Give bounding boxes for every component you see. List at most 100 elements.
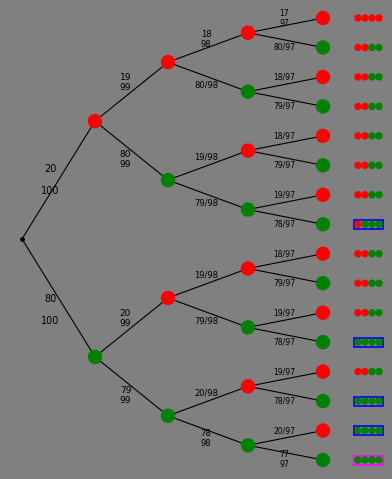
Circle shape <box>355 45 361 50</box>
Circle shape <box>355 251 361 257</box>
Text: 78/97: 78/97 <box>274 396 296 405</box>
Circle shape <box>362 15 368 21</box>
Circle shape <box>316 424 330 437</box>
Circle shape <box>376 398 382 404</box>
Circle shape <box>316 100 330 113</box>
Circle shape <box>355 74 361 80</box>
Circle shape <box>241 144 254 157</box>
Circle shape <box>316 306 330 319</box>
Circle shape <box>162 56 174 68</box>
Circle shape <box>369 103 375 109</box>
Text: 18
98: 18 98 <box>201 30 211 49</box>
Text: 18/97: 18/97 <box>274 250 296 259</box>
Circle shape <box>162 409 174 422</box>
Circle shape <box>369 133 375 139</box>
Circle shape <box>355 103 361 109</box>
Circle shape <box>162 291 174 305</box>
Circle shape <box>316 41 330 54</box>
Circle shape <box>362 45 368 50</box>
Circle shape <box>369 280 375 286</box>
Circle shape <box>355 457 361 463</box>
Circle shape <box>376 309 382 316</box>
Text: 19
99: 19 99 <box>120 73 131 92</box>
Circle shape <box>362 309 368 316</box>
Circle shape <box>376 192 382 198</box>
Bar <box>354 220 383 229</box>
Circle shape <box>369 45 375 50</box>
Circle shape <box>316 129 330 142</box>
Circle shape <box>362 339 368 345</box>
Circle shape <box>369 369 375 375</box>
Text: 18/97: 18/97 <box>274 73 296 82</box>
Circle shape <box>369 398 375 404</box>
Circle shape <box>362 251 368 257</box>
Circle shape <box>316 70 330 83</box>
Circle shape <box>316 395 330 408</box>
Circle shape <box>362 192 368 198</box>
Text: 80/98: 80/98 <box>194 80 218 90</box>
Bar <box>354 397 383 406</box>
Circle shape <box>316 454 330 467</box>
Text: 79/97: 79/97 <box>274 160 296 170</box>
Circle shape <box>369 251 375 257</box>
Text: 77
97: 77 97 <box>279 450 289 469</box>
Text: 80/97: 80/97 <box>274 43 296 52</box>
Text: 20: 20 <box>44 164 57 174</box>
Text: 100: 100 <box>41 304 60 326</box>
Bar <box>354 426 383 435</box>
Circle shape <box>376 103 382 109</box>
Circle shape <box>362 221 368 227</box>
Circle shape <box>362 457 368 463</box>
Text: 80: 80 <box>44 294 56 304</box>
Circle shape <box>376 162 382 168</box>
Text: 20
99: 20 99 <box>120 309 131 328</box>
Text: 19/97: 19/97 <box>274 367 296 376</box>
Circle shape <box>369 74 375 80</box>
Circle shape <box>355 133 361 139</box>
Text: 80
99: 80 99 <box>120 150 131 169</box>
Circle shape <box>376 339 382 345</box>
Circle shape <box>241 85 254 98</box>
Circle shape <box>355 398 361 404</box>
Circle shape <box>241 262 254 275</box>
Circle shape <box>89 350 102 364</box>
Bar <box>354 338 383 347</box>
Text: 79
99: 79 99 <box>120 386 131 405</box>
Text: 17
97: 17 97 <box>279 9 289 28</box>
Circle shape <box>241 380 254 393</box>
Text: 20/97: 20/97 <box>274 426 296 435</box>
Circle shape <box>376 457 382 463</box>
Circle shape <box>362 133 368 139</box>
Circle shape <box>376 74 382 80</box>
Circle shape <box>316 188 330 201</box>
Circle shape <box>362 398 368 404</box>
Circle shape <box>362 162 368 168</box>
Circle shape <box>355 162 361 168</box>
Text: 78
98: 78 98 <box>201 429 211 448</box>
Circle shape <box>241 439 254 452</box>
Circle shape <box>376 15 382 21</box>
Circle shape <box>369 457 375 463</box>
Text: 100: 100 <box>41 174 60 195</box>
Circle shape <box>369 221 375 227</box>
Text: 79/97: 79/97 <box>274 102 296 111</box>
Circle shape <box>376 45 382 50</box>
Circle shape <box>376 221 382 227</box>
Circle shape <box>376 251 382 257</box>
Text: 78/97: 78/97 <box>274 337 296 346</box>
Circle shape <box>316 218 330 231</box>
Text: 19/98: 19/98 <box>194 271 218 280</box>
Circle shape <box>362 103 368 109</box>
Circle shape <box>89 114 102 127</box>
Circle shape <box>355 309 361 316</box>
Text: 19/97: 19/97 <box>274 308 296 318</box>
Circle shape <box>376 369 382 375</box>
Circle shape <box>355 339 361 345</box>
Circle shape <box>376 133 382 139</box>
Circle shape <box>316 247 330 260</box>
Circle shape <box>369 192 375 198</box>
Text: 79/97: 79/97 <box>274 278 296 287</box>
Text: 19/98: 19/98 <box>194 153 218 162</box>
Circle shape <box>162 173 174 186</box>
Text: 19/97: 19/97 <box>274 191 296 200</box>
